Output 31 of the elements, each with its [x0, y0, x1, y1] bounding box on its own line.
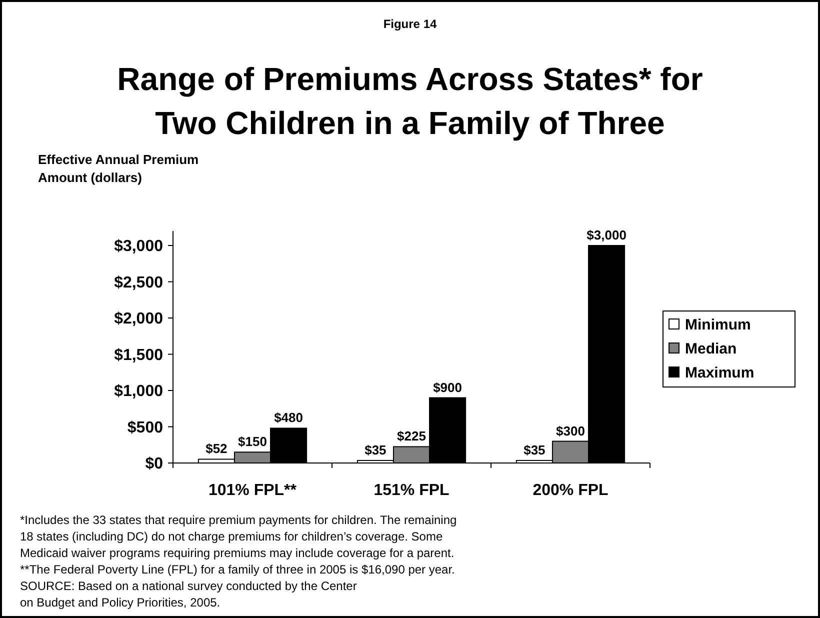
y-tick-label: $0 — [145, 456, 164, 473]
y-tick-label: $500 — [127, 419, 164, 436]
legend-label: Median — [685, 340, 737, 358]
x-tick-label: 101% FPL** — [208, 482, 298, 499]
text: on Budget and Policy Priorities, 2005. — [20, 596, 220, 610]
x-tick-label: 151% FPL — [374, 482, 450, 499]
y-tick-label: $1,500 — [114, 346, 164, 364]
y-tick-label: $1,000 — [114, 383, 164, 400]
data-label: $480 — [274, 410, 303, 426]
source-note: SOURCE: Based on a national survey conducted by the Center — [20, 579, 357, 593]
data-label: $3,000 — [586, 228, 626, 242]
chart-title: Range of Premiums Across States* for Two Children in a Family of Three — [117, 61, 703, 141]
x-tick-label: 200% FPL — [532, 482, 609, 499]
legend-label: Maximum — [685, 364, 754, 382]
y-tick-label: $2,500 — [114, 274, 164, 292]
chart-subtitle: Figure 14 — [383, 17, 437, 31]
data-label: $300 — [556, 423, 585, 438]
data-label: $35 — [364, 442, 386, 458]
y-axis-title: Effective Annual Premium Amount (dollars) — [38, 152, 199, 185]
text: 18 states (including DC) do not charge premiums for children’s coverage. Some — [20, 530, 443, 544]
text: **The Federal Poverty Line (FPL) for a family of three in 2005 is $16,090 per year. — [20, 562, 455, 576]
y-tick-label: $2,000 — [114, 310, 164, 328]
legend-label: Minimum — [685, 316, 751, 334]
text: *Includes the 33 states that require premium payments for children. The remaining — [20, 513, 457, 527]
data-label: $35 — [524, 442, 546, 458]
text: Medicaid waiver programs requiring premiums may include coverage for a parent. — [20, 546, 454, 560]
data-label: $900 — [433, 380, 462, 395]
data-label: $225 — [397, 428, 426, 444]
data-label: $150 — [238, 434, 267, 450]
y-tick-label: $3,000 — [114, 238, 164, 256]
data-label: $52 — [206, 441, 228, 456]
